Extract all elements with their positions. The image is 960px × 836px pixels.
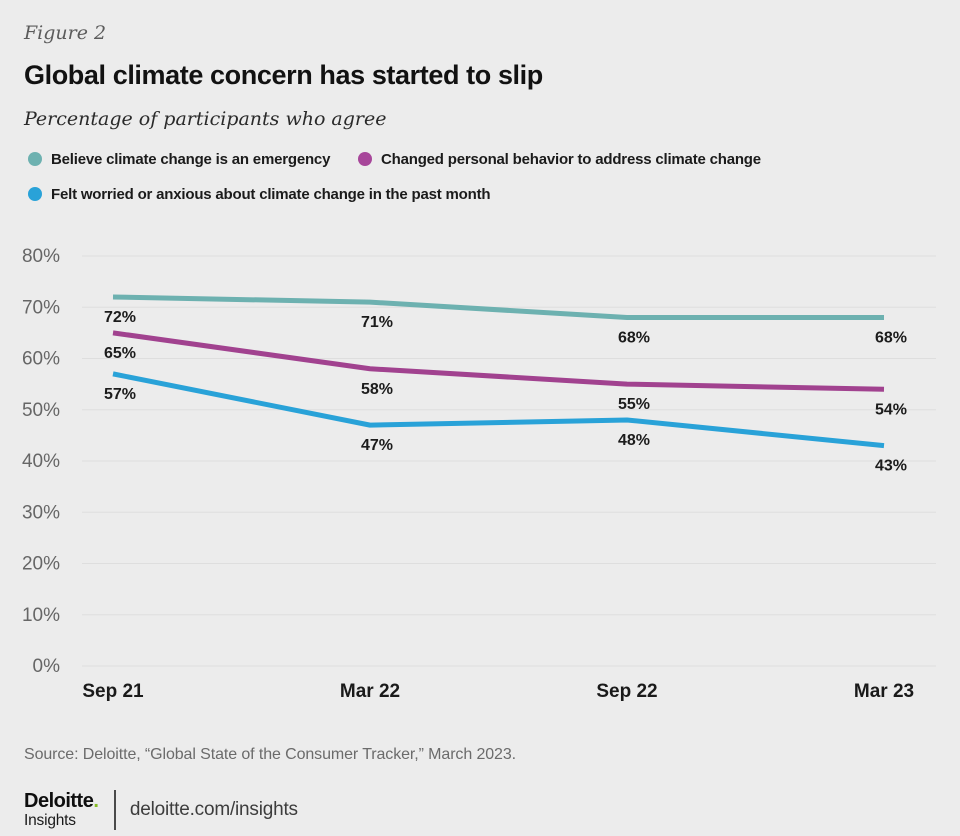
x-tick-label: Sep 21 <box>82 681 144 702</box>
legend-label: Felt worried or anxious about climate ch… <box>51 185 491 203</box>
legend-dot-blue-icon <box>28 187 42 201</box>
page-title: Global climate concern has started to sl… <box>24 60 543 90</box>
legend-dot-teal-icon <box>28 152 42 166</box>
data-label: 43% <box>875 458 907 475</box>
legend-label: Changed personal behavior to address cli… <box>381 150 761 168</box>
brand-insights-label: Insights <box>24 812 76 830</box>
line-chart: 0% 10% 20% 30% 40% 50% 60% 70% 80% Sep 21 Mar 22 Se… <box>0 240 960 710</box>
x-tick-label: Sep 22 <box>596 681 657 702</box>
data-label: 57% <box>104 386 136 403</box>
deloitte-insights-logo: Deloitte. Insights <box>24 790 99 830</box>
y-tick-label: 80% <box>22 246 60 267</box>
y-tick-label: 20% <box>22 554 60 575</box>
y-tick-label: 60% <box>22 349 60 370</box>
data-label: 71% <box>361 314 393 331</box>
source-note: Source: Deloitte, “Global State of the C… <box>24 746 516 763</box>
chart-subtitle: Percentage of participants who agree <box>24 108 387 130</box>
brand-wordmark: Deloitte. <box>24 790 99 813</box>
x-tick-label: Mar 23 <box>854 681 914 702</box>
legend-item-emergency: Believe climate change is an emergency <box>28 150 331 168</box>
y-tick-label: 50% <box>22 400 60 421</box>
series-line <box>112 294 884 320</box>
series-line <box>112 371 885 449</box>
brand-green-dot: . <box>93 790 99 813</box>
footer-divider <box>114 790 116 830</box>
data-label: 47% <box>361 437 393 454</box>
legend-label: Believe climate change is an emergency <box>51 150 331 168</box>
data-label: 55% <box>618 396 650 413</box>
data-label: 68% <box>618 330 650 347</box>
data-label: 65% <box>104 345 136 362</box>
legend-item-behavior: Changed personal behavior to address cli… <box>358 150 761 168</box>
data-label: 72% <box>104 309 136 326</box>
y-tick-label: 30% <box>22 502 60 523</box>
footer-url: deloitte.com/insights <box>129 799 298 820</box>
data-label: 54% <box>875 401 907 418</box>
series-line <box>112 330 885 392</box>
data-label: 68% <box>875 330 907 347</box>
footer: Deloitte. Insights deloitte.com/insights <box>24 790 298 830</box>
data-label: 58% <box>361 381 393 398</box>
figure-label: Figure 2 <box>24 22 107 44</box>
x-tick-label: Mar 22 <box>340 681 400 702</box>
y-tick-label: 0% <box>33 656 61 677</box>
legend-item-worried: Felt worried or anxious about climate ch… <box>28 185 491 203</box>
data-label: 48% <box>618 432 650 449</box>
legend-dot-purple-icon <box>358 152 372 166</box>
y-tick-label: 10% <box>22 605 60 626</box>
y-tick-label: 70% <box>22 297 60 318</box>
y-tick-label: 40% <box>22 451 60 472</box>
